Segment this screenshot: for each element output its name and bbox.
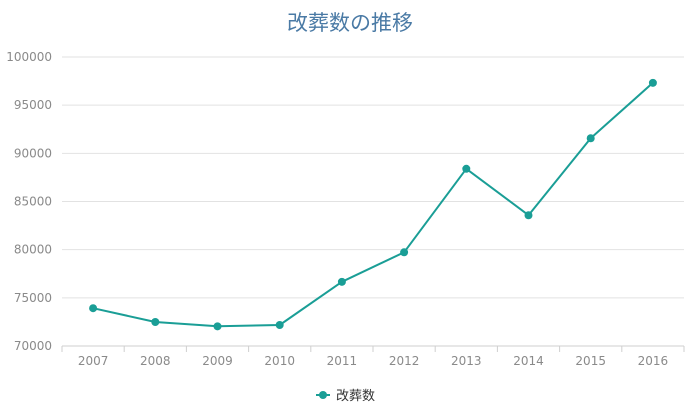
x-tick-label: 2009 <box>202 354 233 368</box>
x-tick-label: 2014 <box>513 354 544 368</box>
data-point[interactable] <box>337 277 346 286</box>
chart-title: 改葬数の推移 <box>287 11 413 35</box>
x-tick-label: 2007 <box>78 354 109 368</box>
series-layer <box>89 78 657 331</box>
y-tick-label: 75000 <box>14 291 52 305</box>
x-tick-label: 2008 <box>140 354 171 368</box>
y-tick-label: 90000 <box>14 146 52 160</box>
x-tick-label: 2011 <box>327 354 358 368</box>
y-tick-label: 85000 <box>14 195 52 209</box>
x-tick-label: 2013 <box>451 354 482 368</box>
legend-swatch-dot <box>319 391 327 399</box>
data-point[interactable] <box>89 304 98 313</box>
y-tick-label: 80000 <box>14 243 52 257</box>
gridlines <box>62 56 684 347</box>
y-axis: 70000 75000 80000 85000 90000 95000 100000 <box>6 50 52 353</box>
y-tick-label: 95000 <box>14 98 52 112</box>
data-point[interactable] <box>275 320 284 329</box>
y-tick-label: 70000 <box>14 339 52 353</box>
y-tick-label: 100000 <box>6 50 52 64</box>
legend[interactable]: 改葬数 <box>316 389 375 404</box>
data-point[interactable] <box>151 318 160 327</box>
data-point[interactable] <box>400 248 409 257</box>
data-point[interactable] <box>648 78 657 87</box>
x-tick-label: 2015 <box>575 354 606 368</box>
legend-label: 改葬数 <box>336 389 375 404</box>
x-tick-label: 2012 <box>389 354 420 368</box>
x-tick-label: 2010 <box>264 354 295 368</box>
data-point[interactable] <box>213 322 222 331</box>
data-point[interactable] <box>524 211 533 220</box>
data-point[interactable] <box>462 164 471 173</box>
x-tick-label: 2016 <box>638 354 669 368</box>
series-line <box>92 82 654 328</box>
x-axis: 2007 2008 2009 2010 2011 2012 2013 2014 2015 2016 <box>61 345 685 368</box>
data-point[interactable] <box>586 134 595 143</box>
